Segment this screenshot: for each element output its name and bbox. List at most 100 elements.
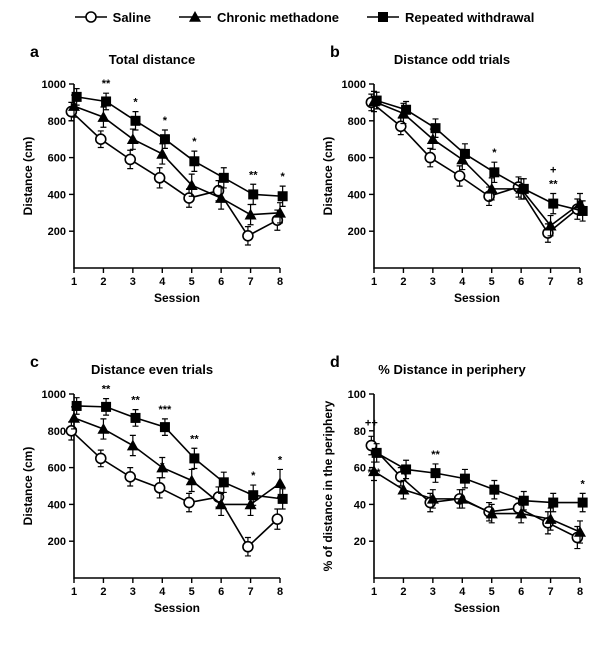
svg-text:6: 6 — [518, 586, 524, 598]
svg-text:**: ** — [431, 449, 440, 461]
svg-text:3: 3 — [430, 586, 436, 598]
svg-text:Distance (cm): Distance (cm) — [321, 137, 335, 216]
svg-text:**: ** — [131, 395, 140, 407]
svg-text:800: 800 — [48, 426, 66, 438]
figure-legend: Saline Chronic methadone Repeated withdraw… — [0, 4, 609, 30]
legend-label: Saline — [113, 10, 151, 25]
panel-plot: 200 400 600 800 1000 1 2 3 4 5 6 7 8 Session Distance … — [312, 36, 592, 316]
svg-text:60: 60 — [354, 463, 366, 475]
svg-text:3: 3 — [430, 276, 436, 288]
svg-text:1000: 1000 — [342, 79, 366, 91]
svg-text:2: 2 — [100, 276, 106, 288]
svg-text:7: 7 — [548, 586, 554, 598]
svg-text:5: 5 — [189, 276, 195, 288]
svg-text:**: ** — [249, 169, 258, 181]
svg-text:2: 2 — [400, 276, 406, 288]
svg-text:7: 7 — [248, 586, 254, 598]
svg-text:20: 20 — [354, 536, 366, 548]
svg-text:100: 100 — [348, 389, 366, 401]
svg-text:*: * — [251, 470, 256, 482]
svg-text:600: 600 — [348, 153, 366, 165]
svg-text:1000: 1000 — [42, 389, 66, 401]
svg-text:4: 4 — [459, 586, 466, 598]
svg-text:6: 6 — [218, 586, 224, 598]
svg-text:400: 400 — [48, 499, 66, 511]
legend-entry-2: Repeated withdrawal — [367, 4, 534, 30]
panel-plot: 200400600800100012345678SessionDistance … — [12, 346, 292, 626]
svg-text:***: *** — [159, 404, 173, 416]
svg-text:400: 400 — [48, 189, 66, 201]
svg-text:Session: Session — [154, 601, 200, 615]
svg-text:40: 40 — [354, 499, 366, 511]
svg-text:600: 600 — [48, 463, 66, 475]
svg-text:4: 4 — [459, 276, 466, 288]
svg-text:1: 1 — [371, 586, 377, 598]
svg-text:**: ** — [102, 78, 111, 90]
svg-text:Session: Session — [454, 291, 500, 305]
svg-text:*: * — [163, 115, 168, 127]
svg-text:Distance (cm): Distance (cm) — [21, 447, 35, 526]
svg-text:2: 2 — [100, 586, 106, 598]
svg-text:*: * — [133, 97, 138, 109]
svg-text:*: * — [281, 171, 286, 183]
svg-text:% of distance in the periphery: % of distance in the periphery — [321, 400, 335, 571]
panel-b: bDistance odd trials20040060080010001234… — [312, 36, 592, 316]
svg-text:800: 800 — [48, 116, 66, 128]
legend-entry-0: Saline — [75, 4, 151, 30]
legend-label: Chronic methadone — [217, 10, 339, 25]
svg-text:4: 4 — [159, 276, 166, 288]
svg-text:400: 400 — [348, 189, 366, 201]
panel-c: cDistance even trials2004006008001000123… — [12, 346, 292, 626]
svg-text:*: * — [160, 460, 165, 472]
svg-text:*: * — [581, 478, 586, 490]
svg-text:*: * — [278, 454, 283, 466]
svg-text:8: 8 — [577, 586, 583, 598]
legend-marker-filled-triangle — [179, 9, 211, 25]
legend-entry-1: Chronic methadone — [179, 4, 339, 30]
svg-text:1000: 1000 — [42, 79, 66, 91]
svg-text:Session: Session — [154, 291, 200, 305]
svg-text:600: 600 — [48, 153, 66, 165]
svg-text:1: 1 — [71, 586, 77, 598]
svg-text:800: 800 — [348, 116, 366, 128]
svg-text:3: 3 — [130, 276, 136, 288]
svg-text:**: ** — [549, 178, 558, 190]
svg-text:5: 5 — [189, 586, 195, 598]
legend-marker-open-circle — [75, 9, 107, 25]
figure-root: Saline Chronic methadone Repeated withdraw… — [0, 0, 609, 657]
panel-plot: 2040608010012345678Session% of distance … — [312, 346, 592, 626]
svg-text:200: 200 — [348, 226, 366, 238]
legend-marker-filled-square — [367, 9, 399, 25]
svg-text:+: + — [550, 164, 556, 176]
svg-text:*: * — [492, 147, 497, 159]
panel-title: Distance odd trials — [312, 52, 592, 67]
panel-d: d% Distance in periphery2040608010012345… — [312, 346, 592, 626]
svg-text:6: 6 — [218, 276, 224, 288]
svg-text:2: 2 — [400, 586, 406, 598]
svg-text:3: 3 — [130, 586, 136, 598]
svg-text:200: 200 — [48, 226, 66, 238]
svg-text:7: 7 — [548, 276, 554, 288]
svg-text:Session: Session — [454, 601, 500, 615]
panel-title: Total distance — [12, 52, 292, 67]
panel-title: % Distance in periphery — [312, 362, 592, 377]
svg-text:*: * — [192, 136, 197, 148]
svg-text:++: ++ — [365, 417, 378, 429]
svg-text:1: 1 — [71, 276, 77, 288]
svg-text:1: 1 — [371, 276, 377, 288]
panel-a: aTotal distance200400600800100012345678S… — [12, 36, 292, 316]
svg-text:***: *** — [368, 467, 382, 479]
svg-text:8: 8 — [577, 276, 583, 288]
svg-text:200: 200 — [48, 536, 66, 548]
panel-title: Distance even trials — [12, 362, 292, 377]
svg-text:**: ** — [102, 384, 111, 396]
svg-text:5: 5 — [489, 586, 495, 598]
legend-label: Repeated withdrawal — [405, 10, 534, 25]
svg-text:5: 5 — [489, 276, 495, 288]
svg-text:6: 6 — [518, 276, 524, 288]
svg-text:Distance (cm): Distance (cm) — [21, 137, 35, 216]
svg-text:8: 8 — [277, 276, 283, 288]
svg-text:8: 8 — [277, 586, 283, 598]
svg-text:7: 7 — [248, 276, 254, 288]
panel-plot: 200 400 600 800 1000 1 2 3 4 5 6 7 8 Session Distance … — [12, 36, 292, 316]
